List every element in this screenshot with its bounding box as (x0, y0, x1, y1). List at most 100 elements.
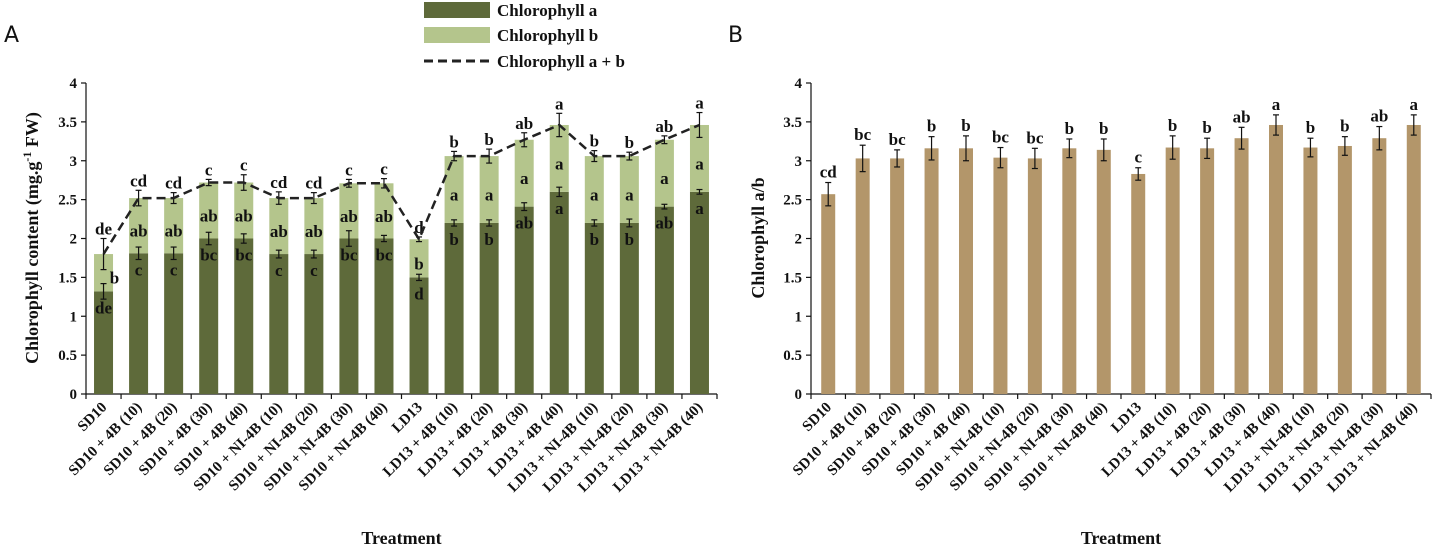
sig-label-chl-a: ab (655, 214, 673, 233)
sig-label-ratio: bc (889, 130, 906, 149)
sig-label-chl-ab: ab (515, 114, 533, 133)
bar-chl-a (549, 191, 569, 394)
bar-chl-b (409, 239, 429, 278)
y-tick-label: 3 (795, 154, 803, 170)
sig-label-chl-a: c (310, 261, 318, 280)
y-tick-label: 0.5 (58, 348, 77, 364)
bar-ratio (1027, 158, 1042, 394)
bar-chl-a (164, 253, 184, 394)
bar-chl-a (654, 206, 674, 394)
legend: Chlorophyll a Chlorophyll b Chlorophyll … (424, 1, 625, 71)
bar-chl-a (129, 253, 149, 394)
sig-label-ratio: bc (1026, 128, 1043, 147)
sig-label-chl-ab: de (95, 220, 112, 239)
bar-chl-a (479, 222, 499, 394)
sig-label-ratio: b (1306, 118, 1315, 137)
sig-label-chl-ab: b (625, 133, 634, 152)
bar-chl-b (269, 198, 289, 255)
y-tick-label: 1 (70, 309, 78, 325)
y-tick-label: 4 (70, 76, 78, 92)
sig-label-chl-b: ab (375, 207, 393, 226)
x-axis-title: Treatment (1081, 528, 1161, 545)
legend-label-chl-ab: Chlorophyll a + b (497, 52, 625, 71)
bar-chl-b (549, 124, 569, 192)
sig-label-chl-ab: cd (270, 173, 288, 192)
sig-label-chl-a: a (695, 199, 704, 218)
bar-chl-b (234, 182, 254, 239)
y-tick-label: 1 (795, 309, 803, 325)
bar-ratio (1096, 149, 1111, 394)
sig-label-chl-b: ab (165, 222, 183, 241)
sig-label-chl-a: b (590, 230, 599, 249)
sig-label-chl-a: d (414, 284, 424, 303)
sig-label-chl-ab: c (205, 160, 213, 179)
bar-chl-a (339, 238, 359, 394)
y-tick-label: 2.5 (783, 193, 802, 209)
bar-ratio (993, 157, 1008, 394)
bar-chl-b (689, 124, 709, 192)
bar-chl-b (479, 156, 499, 223)
sig-label-chl-b: ab (235, 207, 253, 226)
bar-ratio (1303, 147, 1318, 394)
y-tick-label: 0 (70, 387, 78, 403)
sig-label-chl-ab: cd (305, 174, 323, 193)
bar-ratio (821, 194, 836, 394)
y-axis-title: Chlorophyll a/b (748, 177, 768, 298)
bar-chl-b (584, 156, 604, 223)
bar-chl-a (94, 291, 114, 394)
bar-chl-b (129, 198, 149, 254)
bar-chl-b (654, 139, 674, 207)
sig-label-chl-a: bc (340, 246, 357, 265)
sig-label-chl-a: b (625, 230, 634, 249)
bar-chl-a (514, 206, 534, 394)
sig-label-chl-b: ab (270, 222, 288, 241)
sig-label-chl-ab: c (240, 156, 248, 175)
bar-chl-a (584, 222, 604, 394)
sig-label-ratio: b (1202, 118, 1211, 137)
sig-label-ratio: a (1272, 95, 1281, 114)
sig-label-ratio: ab (1370, 107, 1388, 126)
sig-label-chl-b: ab (130, 222, 148, 241)
legend-swatch-chl-a (424, 2, 490, 18)
bar-chl-a (619, 222, 639, 394)
sig-label-chl-b: a (485, 186, 494, 205)
y-tick-label: 3 (70, 154, 78, 170)
bar-chl-a (409, 277, 429, 394)
bar-chl-a (199, 238, 219, 394)
bar-chl-b (94, 254, 114, 292)
sig-label-chl-b: a (555, 154, 564, 173)
bar-chl-b (339, 183, 359, 239)
y-tick-label: 2 (795, 232, 803, 248)
sig-label-chl-a: bc (235, 246, 252, 265)
bar-ratio (1234, 138, 1249, 394)
y-tick-label: 3.5 (58, 115, 77, 131)
bar-chl-b (374, 183, 394, 239)
sig-label-chl-a: b (449, 230, 458, 249)
sig-label-ratio: b (961, 116, 970, 135)
sig-label-ratio: b (1168, 116, 1177, 135)
y-tick-label: 2.5 (58, 193, 77, 209)
sig-label-chl-b: b (414, 254, 423, 273)
sig-label-chl-a: ab (515, 214, 533, 233)
sig-label-ratio: b (927, 117, 936, 136)
sig-label-chl-ab: cd (165, 174, 183, 193)
bar-chl-b (164, 198, 184, 254)
bar-chl-a (374, 238, 394, 394)
sig-label-chl-ab: ab (655, 117, 673, 136)
bar-chl-a (689, 191, 709, 394)
bar-ratio (1200, 148, 1215, 394)
sig-label-chl-a: b (484, 230, 493, 249)
sig-label-chl-b: ab (305, 222, 323, 241)
sig-label-chl-b: b (110, 269, 119, 288)
sig-label-chl-b: ab (200, 207, 218, 226)
sig-label-ratio: bc (992, 128, 1009, 147)
sig-label-chl-ab: b (449, 132, 458, 151)
sig-label-chl-ab: cd (130, 171, 148, 190)
sig-label-chl-ab: c (345, 160, 353, 179)
sig-label-ratio: c (1134, 148, 1142, 167)
bar-chl-b (304, 198, 324, 255)
sig-label-chl-ab: b (590, 132, 599, 151)
sig-label-ratio: cd (820, 163, 838, 182)
